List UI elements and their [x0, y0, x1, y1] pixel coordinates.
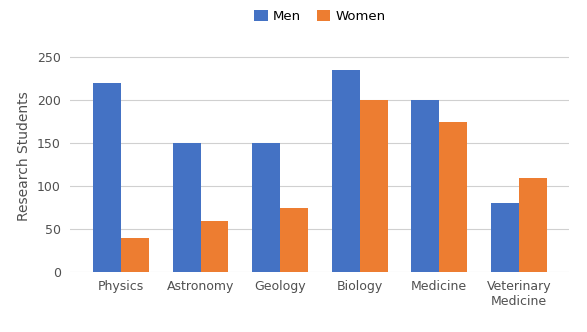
Bar — [332, 70, 360, 272]
Bar — [280, 208, 308, 272]
Legend: Men, Women: Men, Women — [249, 5, 391, 28]
Bar — [121, 238, 149, 272]
Bar — [411, 100, 439, 272]
Bar — [252, 143, 280, 272]
Bar — [360, 100, 387, 272]
Bar — [93, 83, 121, 272]
Bar — [491, 204, 519, 272]
Bar — [201, 220, 228, 272]
Bar — [519, 178, 546, 272]
Bar — [439, 122, 467, 272]
Bar — [173, 143, 201, 272]
Y-axis label: Research Students: Research Students — [17, 91, 31, 221]
